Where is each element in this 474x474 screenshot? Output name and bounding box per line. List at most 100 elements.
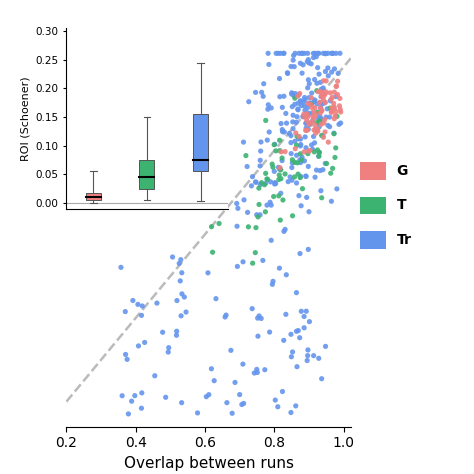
Point	[313, 166, 320, 174]
Point	[305, 120, 313, 128]
Point	[333, 112, 341, 120]
Point	[245, 98, 253, 106]
Point	[331, 112, 339, 119]
Point	[267, 237, 275, 244]
Point	[319, 91, 326, 99]
Point	[330, 103, 338, 111]
Point	[292, 145, 299, 153]
Point	[302, 119, 310, 127]
Point	[322, 68, 329, 75]
Point	[276, 165, 283, 173]
Point	[288, 89, 296, 97]
Point	[281, 226, 289, 233]
Point	[296, 250, 304, 257]
Point	[123, 356, 131, 363]
Point	[294, 105, 301, 113]
Point	[281, 148, 289, 155]
Point	[323, 105, 331, 113]
Point	[128, 397, 136, 405]
Point	[138, 389, 146, 397]
Point	[287, 409, 295, 416]
Point	[222, 311, 230, 319]
Point	[293, 363, 301, 371]
Point	[311, 112, 319, 120]
Point	[310, 352, 318, 359]
Point	[306, 146, 314, 154]
Point	[273, 49, 280, 57]
Point	[305, 59, 313, 67]
Point	[301, 94, 309, 101]
Point	[326, 113, 333, 121]
Point	[324, 49, 332, 57]
Point	[255, 312, 263, 320]
Point	[309, 146, 316, 153]
Point	[308, 60, 315, 68]
Point	[311, 121, 319, 128]
Point	[276, 75, 283, 82]
Point	[236, 391, 244, 398]
Point	[239, 360, 246, 368]
Point	[324, 64, 332, 72]
Point	[332, 93, 340, 100]
Point	[254, 314, 262, 322]
Point	[275, 176, 283, 183]
Point	[177, 256, 184, 264]
Point	[283, 271, 290, 279]
Point	[315, 49, 323, 57]
Point	[300, 313, 308, 320]
Point	[254, 369, 261, 376]
Point	[313, 126, 321, 134]
Point	[256, 181, 264, 188]
Point	[296, 90, 303, 97]
Point	[310, 54, 317, 61]
Point	[297, 135, 304, 143]
Point	[302, 172, 310, 180]
Point	[318, 85, 325, 93]
Point	[300, 110, 308, 118]
Point	[319, 84, 327, 92]
Point	[271, 168, 278, 175]
Point	[327, 89, 334, 97]
Point	[264, 105, 272, 113]
Point	[277, 190, 284, 197]
Point	[295, 49, 303, 57]
Point	[301, 49, 308, 57]
Point	[311, 173, 319, 181]
Point	[334, 70, 342, 77]
Point	[141, 338, 148, 346]
Point	[272, 396, 279, 404]
Point	[263, 201, 271, 209]
Point	[276, 164, 284, 172]
Point	[319, 166, 327, 173]
Point	[293, 179, 301, 187]
Point	[278, 126, 286, 133]
Point	[293, 113, 301, 120]
Point	[335, 120, 343, 128]
Point	[253, 211, 261, 219]
Point	[322, 343, 329, 350]
Point	[313, 100, 321, 108]
Point	[271, 179, 279, 186]
Point	[287, 63, 295, 70]
Point	[321, 116, 328, 123]
Point	[278, 157, 286, 164]
Point	[270, 193, 277, 201]
Point	[251, 369, 258, 377]
Point	[289, 111, 297, 119]
Point	[297, 159, 304, 166]
Point	[303, 193, 310, 201]
Point	[292, 141, 300, 149]
Point	[264, 175, 271, 183]
Point	[292, 402, 300, 410]
Point	[121, 308, 129, 315]
Point	[313, 109, 321, 116]
Point	[277, 148, 285, 155]
Point	[308, 118, 316, 126]
Point	[278, 154, 286, 162]
Point	[322, 50, 329, 57]
Point	[267, 178, 274, 186]
Point	[137, 311, 145, 319]
Point	[324, 122, 332, 129]
Point	[327, 169, 335, 177]
Point	[305, 208, 313, 216]
